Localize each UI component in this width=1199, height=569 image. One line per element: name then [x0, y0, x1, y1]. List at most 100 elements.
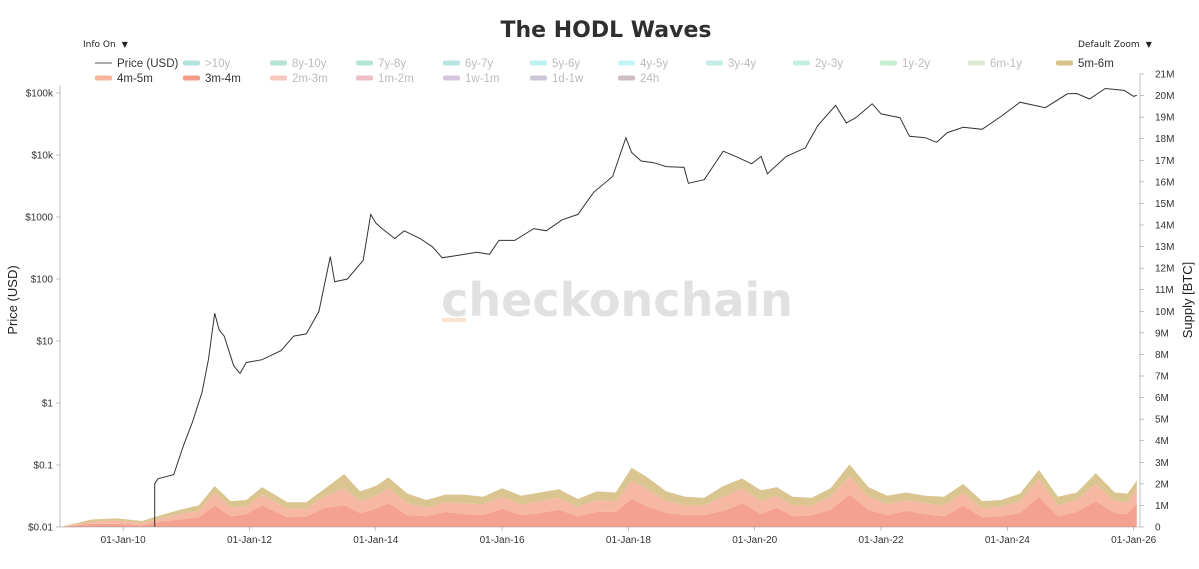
y-right-tick-label: 18M: [1155, 134, 1174, 145]
y-right-tick-label: 15M: [1155, 199, 1174, 210]
legend-label: 3y-4y: [728, 58, 756, 70]
legend-label: 4m-5m: [117, 73, 153, 85]
x-tick-label: 01-Jan-22: [859, 535, 904, 546]
legend-swatch: [356, 75, 373, 81]
y-left-tick-label: $100: [31, 275, 54, 286]
legend: Price (USD) >10y 8y-10y 7y-8y 6y-7y 5y-6y 4y-5…: [95, 58, 1114, 85]
price-line: [154, 87, 1137, 527]
y-right-tick-label: 2M: [1155, 479, 1169, 490]
legend-item[interactable]: 1w-1m: [443, 73, 500, 85]
chevron-down-icon: ▼: [121, 40, 128, 49]
legend-swatch: [95, 75, 112, 81]
legend-item[interactable]: >10y: [183, 58, 231, 70]
legend-item[interactable]: 3y-4y: [706, 58, 756, 70]
y-right-tick-label: 7M: [1155, 372, 1169, 383]
legend-label: 1y-2y: [902, 58, 930, 70]
y-right-tick-label: 11M: [1155, 285, 1174, 296]
legend-item[interactable]: 2y-3y: [793, 58, 843, 70]
y-right-tick-label: 16M: [1155, 177, 1174, 188]
band-5m-6m: [60, 464, 1137, 527]
legend-item[interactable]: 8y-10y: [270, 58, 327, 70]
legend-item[interactable]: 6m-1y: [968, 58, 1022, 70]
y-left-tick-label: $100k: [26, 89, 54, 100]
y-right-tick-label: 3M: [1155, 458, 1169, 469]
chevron-down-icon: ▼: [1145, 40, 1152, 49]
supply-bands: [60, 464, 1137, 527]
legend-label: 2y-3y: [815, 58, 843, 70]
legend-swatch: [183, 60, 200, 66]
legend-label: 6y-7y: [465, 58, 493, 70]
x-tick-label: 01-Jan-10: [101, 535, 146, 546]
y-left-tick-label: $10k: [31, 151, 54, 162]
legend-item[interactable]: 7y-8y: [356, 58, 406, 70]
y-right-tick-label: 10M: [1155, 307, 1174, 318]
legend-label: 1w-1m: [465, 73, 500, 85]
legend-label: 7y-8y: [378, 58, 406, 70]
y-right-tick-label: 4M: [1155, 436, 1169, 447]
x-tick-label: 01-Jan-20: [732, 535, 777, 546]
legend-item[interactable]: 1d-1w: [530, 73, 584, 85]
info-toggle-dropdown[interactable]: Info On ▼: [83, 40, 128, 50]
y-left-tick-label: $1: [42, 399, 54, 410]
legend-label: 24h: [640, 73, 659, 85]
legend-swatch: [1056, 60, 1073, 66]
legend-swatch: [618, 60, 635, 66]
y-left-tick-label: $1000: [25, 213, 53, 224]
legend-item[interactable]: Price (USD): [95, 58, 179, 70]
y-right-tick-label: 12M: [1155, 264, 1174, 275]
legend-swatch: [618, 75, 635, 81]
legend-item[interactable]: 5m-6m: [1056, 58, 1114, 70]
legend-item[interactable]: 5y-6y: [530, 58, 580, 70]
legend-item[interactable]: 3m-4m: [183, 73, 241, 85]
legend-swatch: [443, 75, 460, 81]
y-right-tick-label: 20M: [1155, 91, 1174, 102]
price-layer: [154, 87, 1137, 527]
legend-item[interactable]: 1m-2m: [356, 73, 414, 85]
chart-title: The HODL Waves: [501, 18, 712, 43]
watermark: checkonchain: [441, 273, 793, 327]
legend-swatch: [183, 75, 200, 81]
legend-item[interactable]: 24h: [618, 73, 659, 85]
zoom-select-label: Default Zoom: [1078, 40, 1140, 50]
legend-label: 2m-3m: [292, 73, 328, 85]
y-right-tick-label: 14M: [1155, 221, 1174, 232]
legend-label: 1m-2m: [378, 73, 414, 85]
x-tick-label: 01-Jan-18: [606, 535, 651, 546]
x-tick-label: 01-Jan-24: [985, 535, 1030, 546]
y-right-tick-label: 17M: [1155, 156, 1174, 167]
legend-label: 6m-1y: [990, 58, 1022, 70]
legend-item[interactable]: 1y-2y: [880, 58, 930, 70]
y-right-tick-label: 1M: [1155, 501, 1169, 512]
y-left-axis-title: Price (USD): [5, 265, 20, 334]
zoom-select-dropdown[interactable]: Default Zoom ▼: [1078, 40, 1152, 50]
x-tick-label: 01-Jan-14: [353, 535, 398, 546]
legend-swatch: [706, 60, 723, 66]
legend-item[interactable]: 2m-3m: [270, 73, 328, 85]
y-right-tick-label: 0: [1155, 523, 1161, 534]
legend-item[interactable]: 4m-5m: [95, 73, 153, 85]
y-right-tick-label: 9M: [1155, 328, 1169, 339]
y-right-tick-label: 19M: [1155, 113, 1174, 124]
y-left-tick-label: $0.1: [34, 461, 54, 472]
legend-swatch: [530, 60, 547, 66]
legend-label: 5m-6m: [1078, 58, 1114, 70]
legend-swatch: [443, 60, 460, 66]
y-left-tick-label: $0.01: [28, 523, 53, 534]
legend-label: 8y-10y: [292, 58, 327, 70]
legend-item[interactable]: 4y-5y: [618, 58, 668, 70]
x-tick-label: 01-Jan-16: [480, 535, 525, 546]
legend-swatch: [968, 60, 985, 66]
band-4m-5m: [60, 476, 1137, 527]
x-tick-label: 01-Jan-26: [1111, 535, 1156, 546]
legend-item[interactable]: 6y-7y: [443, 58, 493, 70]
y-left-tick-label: $10: [36, 337, 53, 348]
y-right-tick-label: 5M: [1155, 415, 1169, 426]
y-right-tick-label: 13M: [1155, 242, 1174, 253]
legend-label: 4y-5y: [640, 58, 668, 70]
y-right-tick-label: 6M: [1155, 393, 1169, 404]
legend-swatch: [270, 75, 287, 81]
x-tick-label: 01-Jan-12: [227, 535, 272, 546]
legend-swatch: [793, 60, 810, 66]
y-right-tick-label: 8M: [1155, 350, 1169, 361]
